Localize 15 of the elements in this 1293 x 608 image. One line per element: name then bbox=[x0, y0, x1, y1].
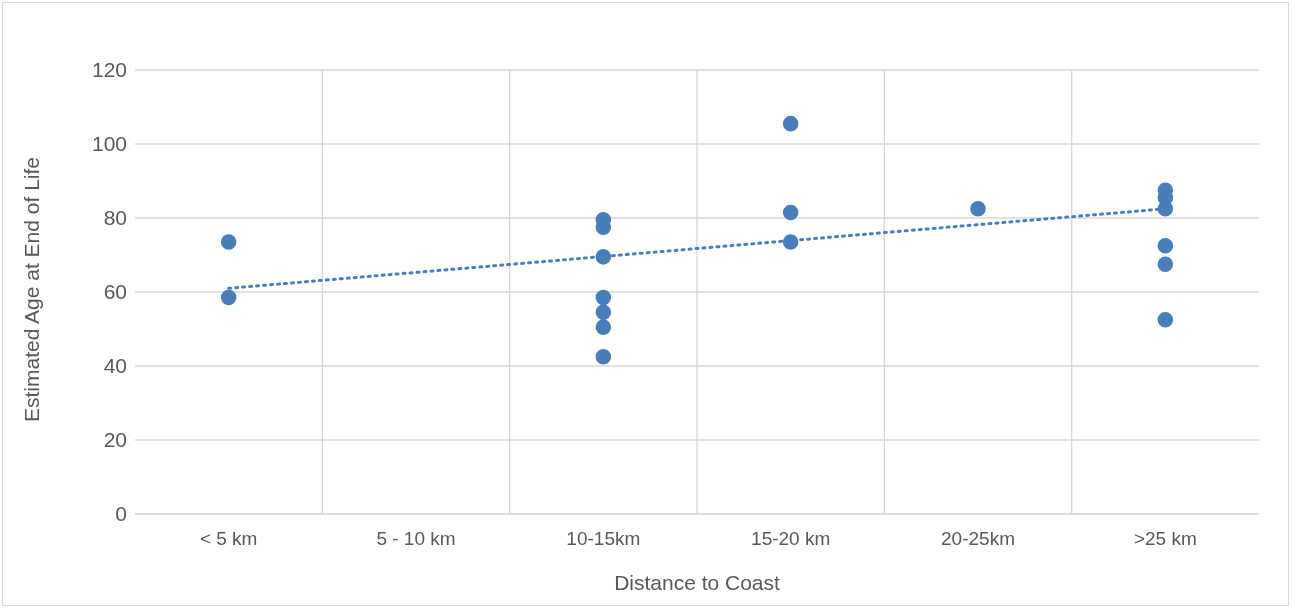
y-tick-label: 60 bbox=[103, 280, 127, 304]
y-tick-label: 120 bbox=[91, 58, 127, 82]
y-tick-label: 100 bbox=[91, 132, 127, 156]
y-tick-label: 0 bbox=[115, 502, 127, 526]
x-tick-label: 5 - 10 km bbox=[376, 528, 456, 550]
y-tick-label: 20 bbox=[103, 428, 127, 452]
x-tick-label: 10-15km bbox=[566, 528, 641, 550]
x-axis-title: Distance to Coast bbox=[614, 571, 781, 594]
y-tick-label: 40 bbox=[103, 354, 127, 378]
x-tick-label: >25 km bbox=[1133, 528, 1197, 550]
x-tick-label: < 5 km bbox=[199, 528, 258, 550]
y-tick-label: 80 bbox=[103, 206, 127, 230]
x-tick-label: 20-25km bbox=[941, 528, 1015, 550]
y-axis-title: Estimated Age at End of Life bbox=[20, 156, 44, 422]
x-tick-label: 15-20 km bbox=[751, 528, 831, 550]
